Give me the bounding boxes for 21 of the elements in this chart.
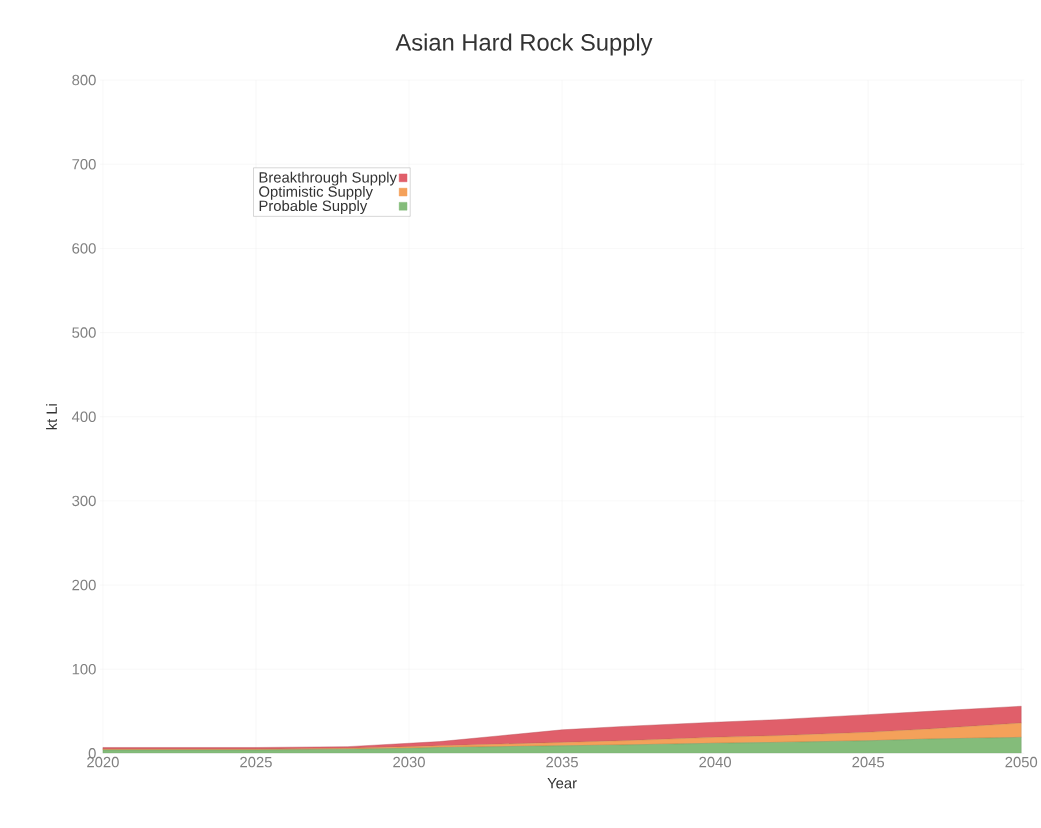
x-tick-label: 2020: [87, 757, 119, 768]
legend-label: Breakthrough Supply: [259, 172, 397, 186]
x-tick-label: 2025: [240, 757, 272, 768]
y-tick-label: 600: [72, 243, 96, 254]
y-tick-label: 800: [72, 75, 96, 86]
y-tick-label: 400: [71, 411, 96, 423]
x-axis-title: Year: [547, 778, 577, 789]
chart-title: Asian Hard Rock Supply: [395, 33, 653, 56]
legend-label: Probable Supply: [259, 200, 368, 215]
legend-label: Optimistic Supply: [259, 186, 373, 201]
y-tick-label: 200: [72, 580, 96, 591]
y-tick-label: 500: [72, 327, 96, 339]
x-tick-label: 2035: [546, 757, 578, 768]
y-tick-label: 300: [72, 495, 96, 507]
y-tick-label: 100: [72, 664, 96, 675]
x-tick-label: 2030: [393, 757, 425, 768]
y-tick-label: 700: [72, 159, 96, 170]
y-axis-title: kt Li: [46, 404, 57, 430]
x-tick-label: 2045: [852, 757, 885, 768]
x-tick-label: 2050: [1005, 757, 1038, 768]
x-tick-label: 2040: [699, 757, 732, 768]
